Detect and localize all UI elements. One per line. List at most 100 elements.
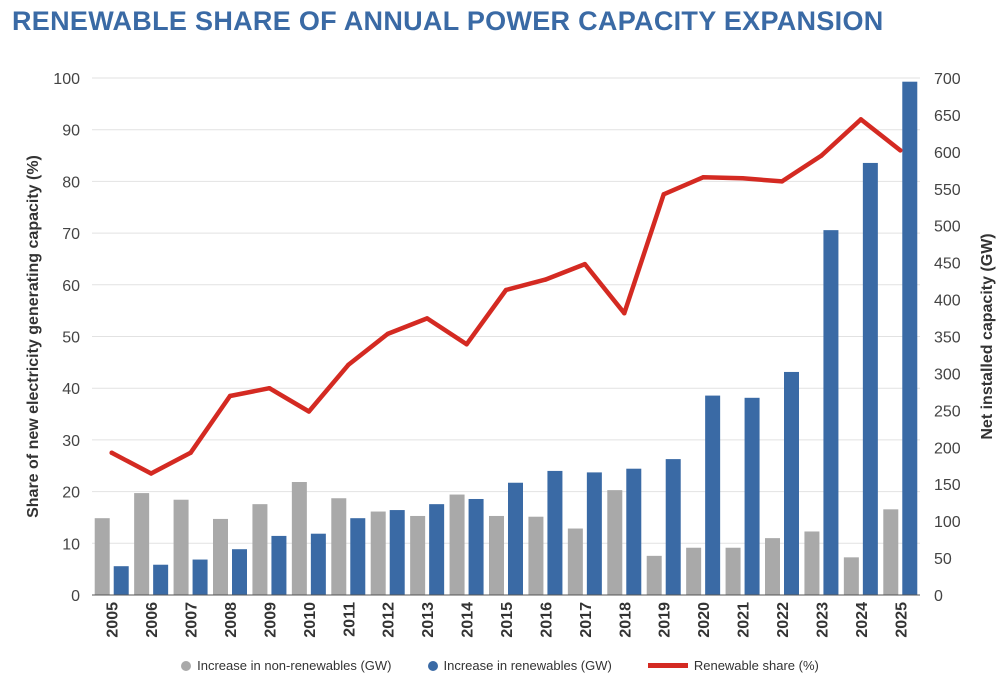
y-tick-label-right: 700 <box>934 71 961 88</box>
renewable-share-point <box>740 176 745 181</box>
renewable-share-point <box>898 148 903 153</box>
y-tick-label-right: 150 <box>934 477 961 494</box>
renewable-share-point <box>858 117 864 122</box>
bar-renewables <box>468 498 484 595</box>
legend-label-renewables: Increase in renewables (GW) <box>443 658 612 673</box>
bar-renewables <box>862 162 878 595</box>
bar-non-renewables <box>843 557 859 595</box>
x-tick-label: 2020 <box>696 602 713 638</box>
bar-non-renewables <box>410 515 426 595</box>
x-tick-label: 2024 <box>854 602 871 638</box>
y-tick-label-right: 350 <box>934 330 961 347</box>
legend-item-non-renewables: Increase in non-renewables (GW) <box>181 658 392 673</box>
bar-non-renewables <box>686 547 702 595</box>
renewable-share-point <box>188 450 193 456</box>
y-tick-label-right: 50 <box>934 551 952 568</box>
y-tick-label-left: 70 <box>62 226 80 243</box>
renewable-share-point <box>385 331 390 337</box>
bar-non-renewables <box>134 493 150 595</box>
renewable-share-point <box>700 175 706 180</box>
y-tick-label-left: 10 <box>62 536 80 553</box>
y-tick-label-left: 50 <box>62 330 80 347</box>
bar-renewables <box>626 468 642 595</box>
y-tick-label-right: 650 <box>934 108 961 125</box>
bar-renewables <box>902 81 918 595</box>
x-tick-label: 2022 <box>775 602 792 638</box>
bar-non-renewables <box>567 528 583 595</box>
bar-non-renewables <box>489 515 504 595</box>
bar-non-renewables <box>252 504 268 595</box>
y-tick-label-left: 40 <box>62 381 80 398</box>
x-tick-label: 2018 <box>617 602 634 638</box>
y-tick-label-right: 400 <box>934 293 961 310</box>
bar-renewables <box>350 518 366 595</box>
bar-renewables <box>586 472 602 595</box>
y-tick-label-right: 200 <box>934 440 961 457</box>
bar-non-renewables <box>173 499 189 595</box>
renewable-share-point <box>582 261 588 267</box>
x-tick-label: 2006 <box>144 602 161 638</box>
bar-non-renewables <box>528 516 544 595</box>
y-tick-label-left: 80 <box>62 174 80 191</box>
x-tick-label: 2016 <box>538 602 555 638</box>
x-tick-label: 2025 <box>893 602 910 638</box>
x-tick-label: 2009 <box>262 602 279 638</box>
bar-non-renewables <box>646 555 662 595</box>
x-tick-label: 2005 <box>105 602 122 638</box>
y-tick-label-left: 90 <box>62 123 80 140</box>
x-tick-label: 2023 <box>814 602 831 638</box>
renewable-share-point <box>227 393 233 399</box>
bar-non-renewables <box>804 531 820 595</box>
x-tick-label: 2007 <box>184 602 201 638</box>
renewable-share-line <box>109 117 903 476</box>
legend-label-renewable-share: Renewable share (%) <box>693 658 819 673</box>
bar-renewables <box>389 510 405 595</box>
y-tick-label-right: 500 <box>934 219 961 236</box>
bar-non-renewables <box>607 490 623 595</box>
chart-title: RENEWABLE SHARE OF ANNUAL POWER CAPACITY… <box>12 6 884 36</box>
bar-renewables <box>271 535 287 595</box>
renewable-share-point <box>622 311 627 316</box>
x-tick-label: 2019 <box>657 602 674 638</box>
y-tick-label-left: 0 <box>71 588 80 605</box>
non-renewables-swatch <box>181 660 192 671</box>
bar-renewables <box>113 566 129 595</box>
y-axis-label-left: Share of new electricity generating capa… <box>25 155 42 518</box>
y-tick-label-right: 300 <box>934 366 961 383</box>
x-tick-label: 2010 <box>302 602 319 638</box>
bar-non-renewables <box>765 538 780 595</box>
legend-label-non-renewables: Increase in non-renewables (GW) <box>197 658 392 673</box>
renewable-share-point <box>148 471 154 476</box>
bar-renewables <box>310 533 326 595</box>
renewable-share-swatch <box>647 663 688 668</box>
renewable-share-point <box>819 153 824 158</box>
bar-renewables <box>232 549 247 595</box>
y-tick-label-left: 20 <box>62 485 80 502</box>
bar-renewables <box>823 230 839 595</box>
bar-non-renewables <box>725 547 741 595</box>
bar-renewables <box>744 397 760 595</box>
renewable-share-point <box>779 179 785 184</box>
x-tick-label: 2011 <box>341 602 358 637</box>
renewable-share-point <box>424 316 430 321</box>
renewable-share-point <box>543 277 548 282</box>
bar-non-renewables <box>449 494 465 595</box>
bar-renewables <box>665 459 681 595</box>
y-tick-label-right: 600 <box>934 145 961 162</box>
bar-renewables <box>547 470 563 595</box>
x-tick-label: 2015 <box>499 602 516 638</box>
y-tick-label-right: 450 <box>934 256 961 273</box>
y-tick-label-right: 550 <box>934 182 961 199</box>
x-tick-label: 2013 <box>420 602 437 638</box>
bar-renewables <box>705 395 721 595</box>
bar-non-renewables <box>213 518 228 595</box>
renewables-swatch <box>427 660 438 671</box>
renewable-share-point <box>464 342 469 347</box>
bar-renewables <box>153 564 169 595</box>
x-tick-label: 2012 <box>381 602 398 638</box>
renewable-share-point <box>267 386 272 391</box>
renewable-share-point <box>109 450 114 456</box>
bar-non-renewables <box>291 481 307 595</box>
renewable-share-point <box>346 362 351 368</box>
